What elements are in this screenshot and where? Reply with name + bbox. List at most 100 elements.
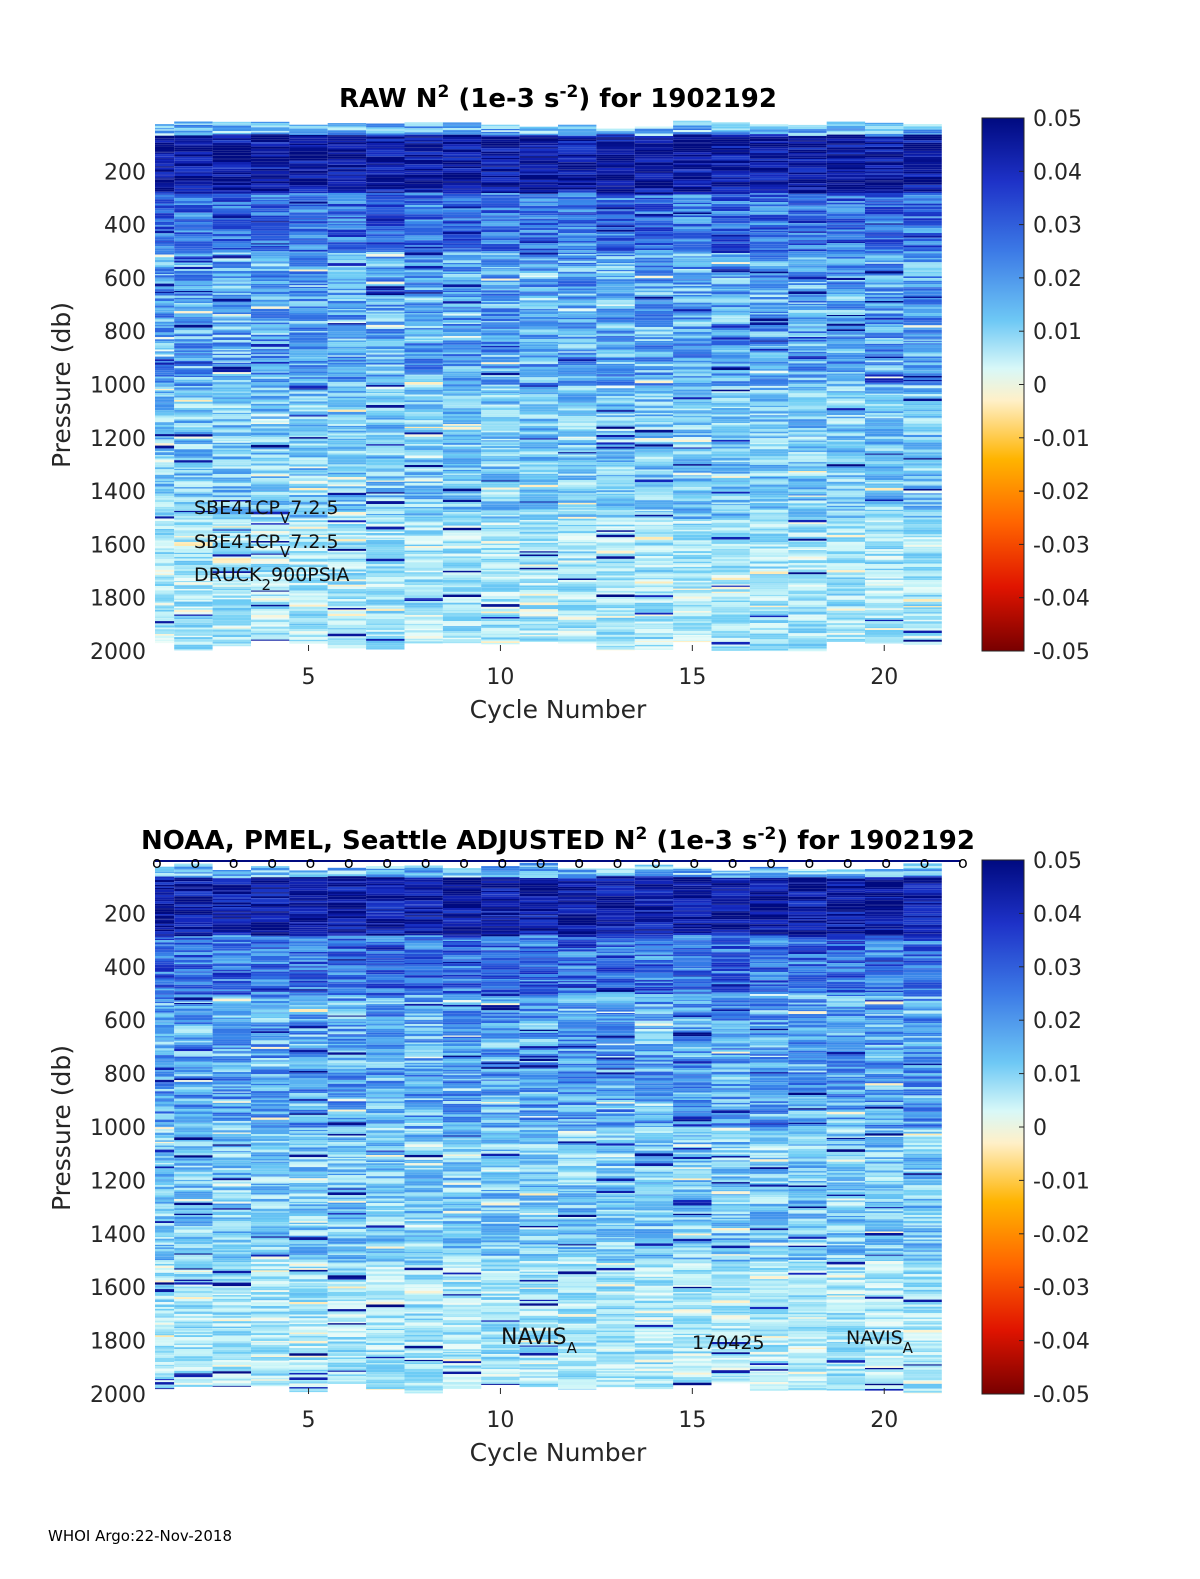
heat-cell: [155, 552, 175, 554]
heat-cell: [155, 443, 175, 446]
heat-cell: [212, 471, 251, 474]
heat-cell: [749, 497, 789, 500]
heat-cell: [442, 551, 482, 554]
heat-cell: [155, 510, 175, 513]
heat-cell: [289, 242, 328, 245]
heat-cell: [174, 601, 213, 605]
heat-cell: [788, 534, 827, 537]
heat-cell: [673, 415, 712, 418]
heat-cell: [673, 434, 712, 437]
heat-cell: [634, 156, 674, 159]
heat-cell: [826, 577, 866, 580]
heat-cell: [442, 266, 482, 270]
heat-cell: [596, 162, 635, 165]
heat-cell: [711, 264, 750, 267]
heat-cell: [596, 346, 635, 348]
heat-cell: [711, 469, 750, 472]
heat-cell: [404, 527, 443, 531]
heat-cell: [481, 288, 520, 291]
heat-cell: [788, 560, 827, 564]
heat-cell: [788, 271, 827, 275]
heat-cell: [634, 623, 674, 626]
heat-cell: [289, 405, 328, 408]
heat-cell: [327, 144, 367, 146]
heat-cell: [481, 543, 520, 546]
heat-cell: [558, 258, 597, 260]
heat-cell: [749, 643, 789, 647]
heat-cell: [327, 437, 367, 439]
heat-cell: [366, 343, 405, 347]
heat-cell: [519, 291, 558, 294]
heat-cell: [558, 513, 597, 516]
heat-cell: [788, 223, 827, 225]
heat-cell: [289, 208, 328, 210]
heat-cell: [442, 144, 482, 147]
heat-cell: [634, 588, 674, 592]
heat-cell: [558, 626, 597, 629]
heat-cell: [327, 328, 367, 332]
heat-cell: [634, 185, 674, 189]
heat-cell: [711, 480, 750, 482]
heat-cell: [711, 463, 750, 467]
heat-cell: [519, 184, 558, 188]
heat-cell: [673, 128, 712, 131]
heat-cell: [634, 552, 674, 555]
heat-cell: [749, 387, 789, 391]
heat-cell: [212, 193, 251, 195]
heat-cell: [366, 316, 405, 319]
heat-cell: [749, 550, 789, 553]
heat-cell: [155, 538, 175, 541]
heat-cell: [711, 316, 750, 318]
heat-cell: [596, 641, 635, 643]
heat-cell: [481, 341, 520, 344]
heat-cell: [826, 240, 866, 242]
heat-cell: [519, 298, 558, 301]
heat-cell: [519, 282, 558, 285]
heat-cell: [212, 231, 251, 234]
heat-cell: [634, 427, 674, 430]
heat-cell: [212, 162, 251, 165]
heat-cell: [366, 537, 405, 539]
heat-cell: [366, 359, 405, 362]
heat-cell: [366, 321, 405, 324]
heat-cell: [788, 463, 827, 467]
heat-cell: [251, 252, 290, 255]
heat-cell: [673, 495, 712, 499]
heat-cell: [788, 603, 827, 605]
heat-cell: [596, 259, 635, 262]
heat-cell: [212, 225, 251, 227]
heat-cell: [251, 339, 290, 342]
heat-cell: [155, 627, 175, 630]
heat-cell: [289, 218, 328, 220]
heat-cell: [519, 559, 558, 561]
heat-cell: [404, 523, 443, 526]
heat-cell: [481, 540, 520, 542]
heat-cell: [442, 408, 482, 410]
heat-cell: [404, 199, 443, 201]
heat-cell: [519, 504, 558, 507]
heat-cell: [673, 431, 712, 434]
heat-cell: [788, 218, 827, 221]
heat-cell: [788, 212, 827, 215]
heat-cell: [749, 178, 789, 181]
heat-cell: [788, 421, 827, 423]
heat-cell: [519, 600, 558, 603]
heat-cell: [481, 626, 520, 629]
heat-cell: [481, 456, 520, 458]
heat-cell: [634, 511, 674, 513]
heat-cell: [826, 479, 866, 482]
heat-cell: [481, 552, 520, 555]
heat-cell: [251, 419, 290, 421]
heat-cell: [366, 610, 405, 614]
heat-cell: [404, 270, 443, 273]
heat-cell: [212, 409, 251, 411]
heat-cell: [634, 397, 674, 400]
heat-cell: [673, 448, 712, 452]
cycle-column: [826, 121, 866, 642]
heat-cell: [481, 503, 520, 505]
heat-cell: [289, 419, 328, 422]
heat-cell: [519, 397, 558, 400]
heat-cell: [634, 648, 674, 650]
heat-cell: [788, 475, 827, 479]
heat-cell: [519, 355, 558, 358]
